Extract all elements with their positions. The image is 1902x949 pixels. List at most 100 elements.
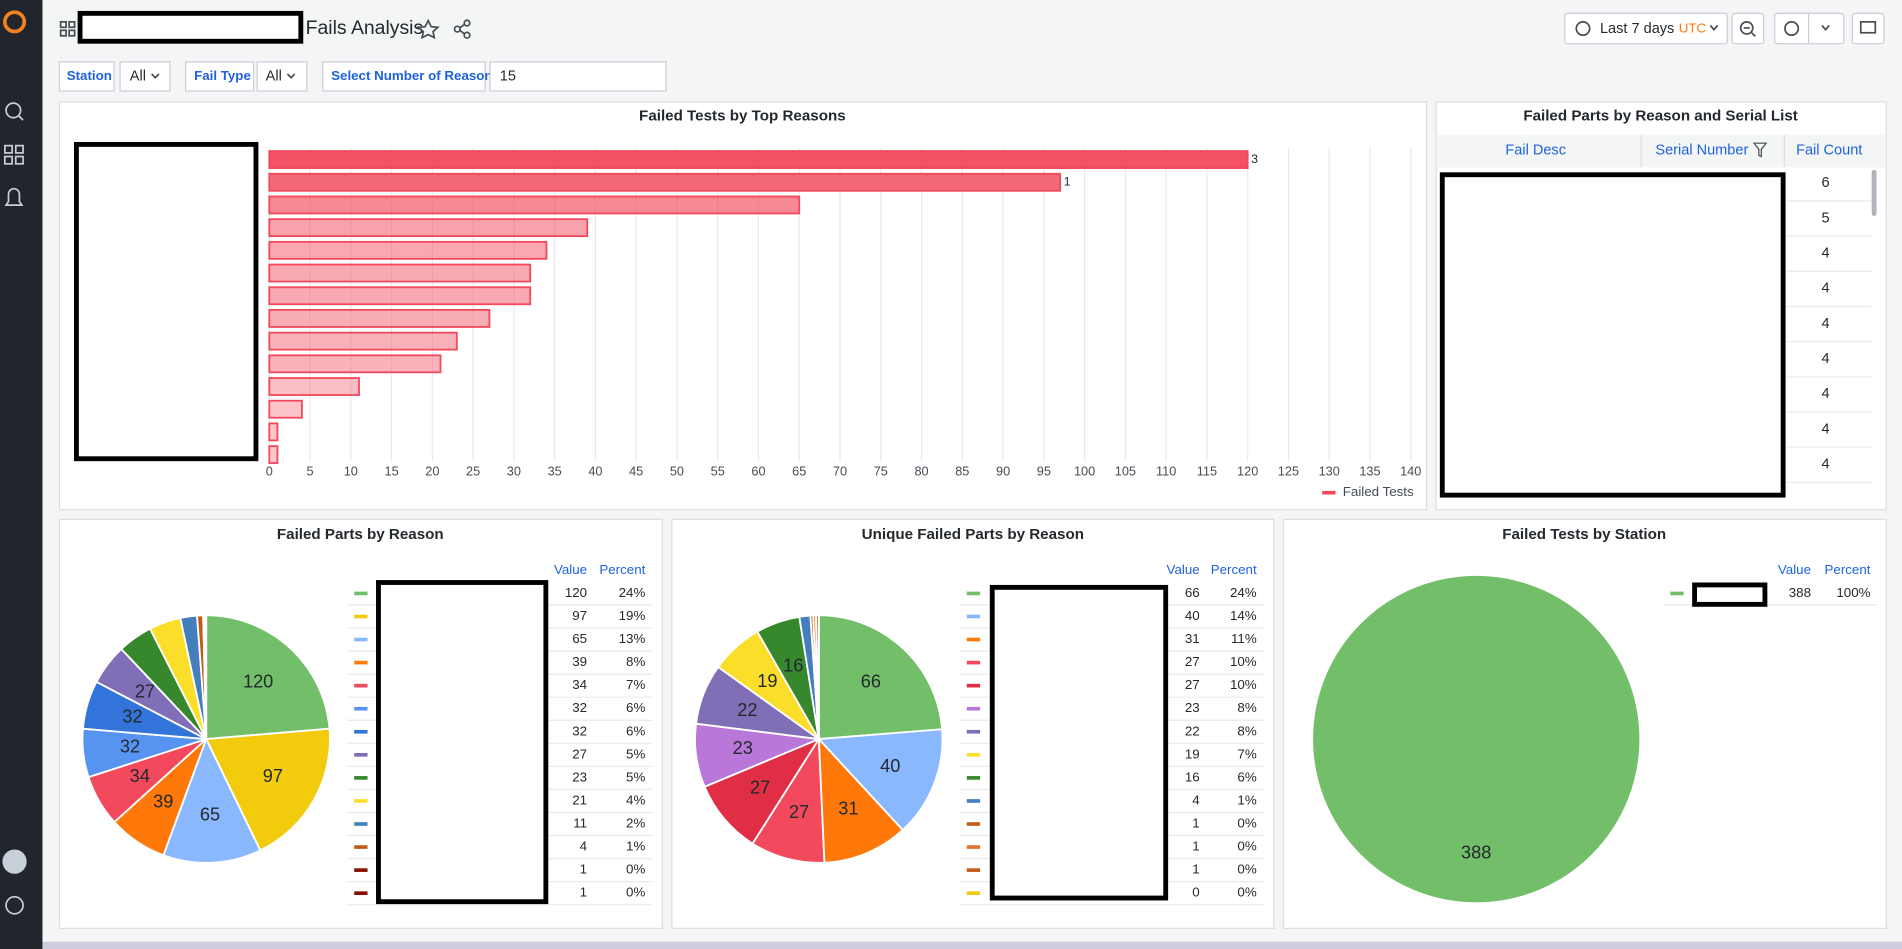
pie-slice (817, 736, 905, 864)
redacted (73, 141, 259, 462)
pie-slice (817, 614, 944, 741)
bar (268, 309, 491, 328)
bar (268, 195, 801, 215)
variable-value: All (130, 68, 146, 84)
bar-annotation: 1 (1064, 174, 1071, 188)
legend-percent: 13% (619, 631, 646, 646)
variable-input[interactable] (489, 61, 667, 92)
logo[interactable] (3, 10, 27, 34)
fail-count: 4 (1822, 281, 1830, 297)
legend-percent: 10% (1230, 677, 1257, 692)
legend-value: 1 (580, 862, 587, 877)
legend-percent: 7% (1237, 746, 1256, 761)
x-tick-label: 130 (1319, 463, 1340, 478)
legend-percent: 5% (626, 769, 645, 784)
x-tick-label: 35 (548, 463, 562, 478)
bar (268, 377, 360, 396)
fail-count: 6 (1822, 175, 1830, 191)
user-avatar[interactable] (2, 849, 27, 874)
legend-value: 34 (572, 677, 587, 692)
legend-value: 1 (1192, 862, 1199, 877)
tv-mode[interactable] (1851, 12, 1885, 45)
table-scrollbar (1871, 169, 1877, 217)
legend-value: 27 (572, 746, 587, 761)
legend-percent: 0% (1237, 885, 1256, 900)
pie-slice (703, 737, 822, 845)
legend-percent: 24% (1230, 585, 1257, 600)
pie-label: 27 (789, 802, 809, 822)
x-tick-label: 40 (588, 463, 602, 478)
time-picker[interactable] (1564, 12, 1728, 45)
x-tick-label: 80 (914, 463, 928, 478)
legend-percent: 5% (626, 746, 645, 761)
legend-value: 32 (572, 723, 587, 738)
legend-value: 21 (572, 792, 587, 807)
x-tick-label: 65 (792, 463, 806, 478)
x-tick-label: 10 (344, 463, 358, 478)
filter-icon[interactable] (1752, 142, 1768, 158)
pie-label: 34 (130, 766, 150, 786)
panel-title: Failed Tests by Top Reasons (639, 107, 846, 124)
x-tick-label: 125 (1278, 463, 1299, 478)
pie-label: 31 (838, 799, 858, 819)
panel-title: Failed Parts by Reason (277, 526, 444, 543)
pie-slice (204, 727, 331, 852)
x-tick-label: 30 (507, 463, 521, 478)
x-tick-label: 100 (1074, 463, 1095, 478)
bar (268, 240, 548, 260)
legend-value: 120 (565, 585, 587, 600)
legend-percent: 8% (1237, 700, 1256, 715)
panel (58, 101, 1428, 511)
legend-percent: 0% (1237, 839, 1256, 854)
dashboard-icon[interactable] (59, 20, 76, 37)
pie-label: 66 (861, 671, 881, 691)
help-icon[interactable] (5, 895, 24, 915)
x-tick-label: 110 (1156, 463, 1176, 478)
pie-label: 388 (1461, 843, 1491, 863)
star-icon[interactable] (416, 18, 440, 40)
time-range: Last 7 days (1600, 21, 1674, 37)
legend-percent: 19% (619, 608, 646, 623)
column-header[interactable]: Serial Number (1655, 142, 1748, 158)
pie-label: 23 (733, 738, 753, 758)
bar (268, 286, 532, 306)
x-tick-label: 120 (1237, 463, 1258, 478)
redacted (989, 584, 1169, 901)
variable-label (58, 61, 115, 92)
x-tick-label: 50 (670, 463, 684, 478)
pie-slice (162, 736, 262, 864)
dashboards-icon[interactable] (4, 144, 13, 154)
variable-label: Fail Type (194, 68, 251, 83)
bar (268, 354, 442, 374)
legend-percent: 100% (1836, 585, 1870, 600)
bar (268, 263, 532, 283)
bar (268, 445, 279, 465)
legend-header: Percent (1211, 562, 1257, 577)
panel-title: Failed Parts by Reason and Serial List (1523, 107, 1798, 124)
pie-label: 97 (263, 766, 283, 786)
alert-icon[interactable] (4, 187, 24, 206)
variable-label (322, 61, 486, 92)
legend-value: 23 (1185, 700, 1200, 715)
x-tick-label: 60 (751, 463, 765, 478)
column-header[interactable]: Fail Count (1796, 142, 1862, 158)
sidebar (0, 0, 43, 949)
legend-value: 22 (1185, 723, 1200, 738)
scrollbar (42, 941, 1902, 949)
legend-value: 27 (1185, 654, 1200, 669)
variable-label: Select Number of Reasons (331, 68, 500, 83)
fail-count: 4 (1822, 351, 1830, 367)
column-header[interactable]: Fail Desc (1505, 142, 1566, 158)
legend-value: 65 (572, 631, 587, 646)
x-tick-label: 0 (266, 463, 273, 478)
x-tick-label: 20 (425, 463, 439, 478)
legend-header: Percent (599, 562, 645, 577)
share-icon[interactable] (453, 19, 471, 39)
pie-label: 32 (120, 737, 140, 757)
x-tick-label: 70 (833, 463, 847, 478)
variable-select[interactable] (256, 61, 308, 92)
legend-percent: 6% (626, 700, 645, 715)
search-icon[interactable] (5, 102, 22, 119)
variable-select[interactable] (119, 61, 171, 92)
